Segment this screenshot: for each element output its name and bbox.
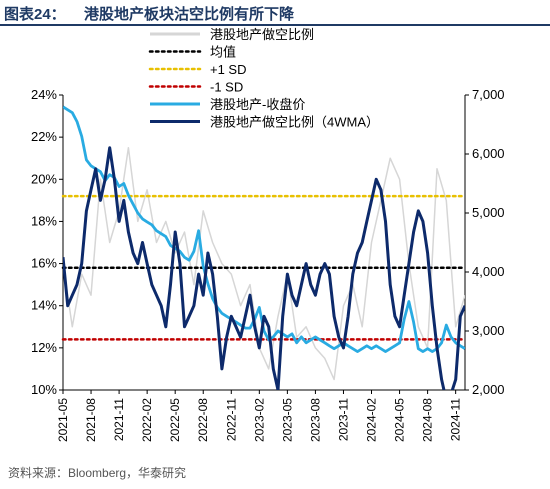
figure-number: 图表24： <box>4 6 66 23</box>
x-tick-label: 2024-05 <box>393 398 407 442</box>
y-right-tick-label: 7,000 <box>472 87 505 102</box>
y-right-tick-label: 6,000 <box>472 146 505 161</box>
x-tick-label: 2023-11 <box>336 398 350 441</box>
x-tick-label: 2024-11 <box>449 398 463 441</box>
figure-title: 港股地产板块沽空比例有所下降 <box>84 6 295 23</box>
y-left-tick-label: 16% <box>31 256 57 271</box>
y-right-tick-label: 3,000 <box>472 323 505 338</box>
y-right-tick-label: 2,000 <box>472 382 505 397</box>
legend-label-5: 港股地产做空比例（4WMA） <box>210 115 379 130</box>
y-left-tick-label: 22% <box>31 129 57 144</box>
x-tick-label: 2022-02 <box>140 398 154 442</box>
series-line-0 <box>63 146 465 381</box>
x-tick-label: 2023-02 <box>252 398 266 442</box>
chart: 10% 12% 14% 16% 18% 20% 22% 24% 2,000 3,000 4,000 5… <box>31 27 505 442</box>
y-left-tick-label: 24% <box>31 87 57 102</box>
series-line-5 <box>63 146 465 390</box>
y-left-tick-label: 12% <box>31 340 57 355</box>
y-right-tick-label: 4,000 <box>472 264 505 279</box>
legend-label-4: 港股地产-收盘价 <box>210 97 305 112</box>
x-tick-label: 2024-08 <box>421 398 435 442</box>
y-left-tick-label: 18% <box>31 213 57 228</box>
x-tick-label: 2022-05 <box>168 398 182 442</box>
x-tick-label: 2021-05 <box>56 398 70 442</box>
y-left-tick-label: 10% <box>31 382 57 397</box>
legend-label-0: 港股地产做空比例 <box>210 27 314 42</box>
x-tick-label: 2021-11 <box>112 398 126 441</box>
x-tick-label: 2023-05 <box>280 398 294 442</box>
source-note: 资料来源：Bloomberg，华泰研究 <box>8 466 187 480</box>
legend-label-1: 均值 <box>210 45 236 60</box>
y-left-tick-label: 20% <box>31 171 57 186</box>
figure-title-bar: 图表24： 港股地产板块沽空比例有所下降 <box>0 0 550 26</box>
x-tick-label: 2024-02 <box>365 398 379 442</box>
plot-area: 10% 12% 14% 16% 18% 20% 22% 24% 2,000 3,000 4,000 5… <box>31 87 505 442</box>
x-tick-label: 2021-08 <box>84 398 98 442</box>
y-right-tick-label: 5,000 <box>472 205 505 220</box>
y-left-tick-label: 14% <box>31 298 57 313</box>
x-tick-label: 2022-11 <box>224 398 238 441</box>
series-line-4 <box>63 105 465 353</box>
legend-label-3: -1 SD <box>210 80 243 95</box>
x-tick-label: 2023-08 <box>308 398 322 442</box>
legend-label-2: +1 SD <box>210 62 247 77</box>
x-tick-label: 2022-08 <box>196 398 210 442</box>
